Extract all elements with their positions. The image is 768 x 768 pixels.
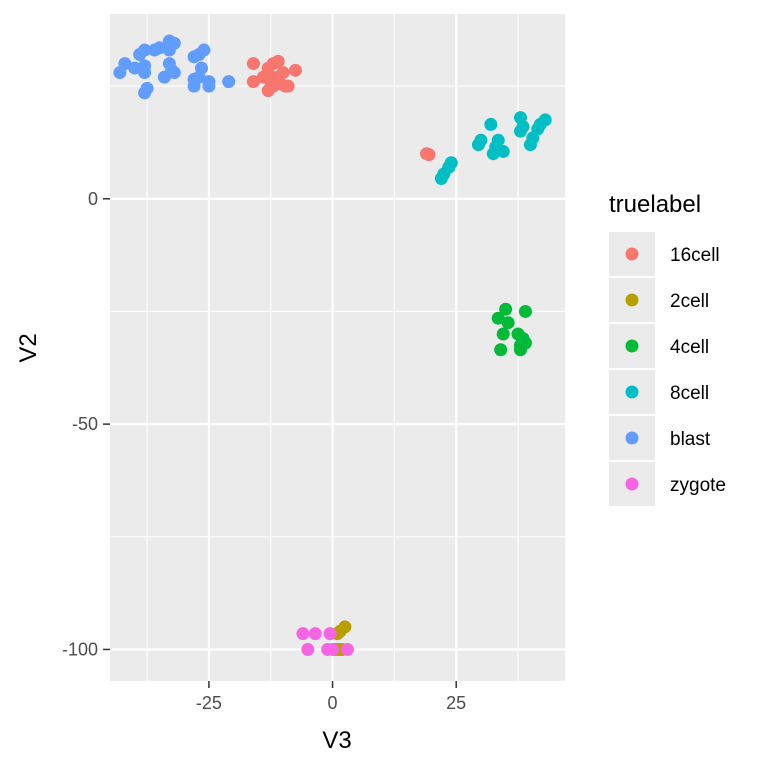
legend-label: zygote bbox=[670, 475, 726, 496]
point-4cell bbox=[494, 343, 508, 357]
point-blast bbox=[167, 66, 181, 80]
point-zygote bbox=[340, 642, 354, 656]
y-tick-labels: -100 -50 0 bbox=[62, 189, 98, 660]
point-16cell bbox=[288, 63, 302, 77]
point-16cell bbox=[271, 54, 285, 68]
point-blast bbox=[138, 66, 152, 80]
point-blast bbox=[202, 79, 216, 93]
legend-label: 16cell bbox=[670, 245, 720, 266]
point-16cell bbox=[246, 75, 260, 89]
legend-item-8cell: 8cell bbox=[609, 370, 709, 414]
point-4cell bbox=[518, 304, 532, 318]
legend-label: blast bbox=[670, 429, 711, 450]
point-blast bbox=[128, 61, 142, 75]
legend-label: 2cell bbox=[670, 291, 709, 312]
legend-title: truelabel bbox=[609, 191, 701, 218]
legend-item-2cell: 2cell bbox=[609, 278, 709, 322]
legend-label: 4cell bbox=[670, 337, 709, 358]
legend-swatch bbox=[625, 293, 639, 307]
point-8cell bbox=[513, 124, 527, 138]
axis-ticks bbox=[103, 198, 457, 688]
point-blast bbox=[162, 43, 176, 57]
point-blast bbox=[187, 79, 201, 93]
point-blast bbox=[133, 48, 147, 62]
legend-item-blast: blast bbox=[609, 416, 711, 460]
point-4cell bbox=[513, 343, 527, 357]
point-16cell bbox=[246, 57, 260, 71]
y-axis-title: V2 bbox=[15, 333, 42, 362]
point-zygote bbox=[301, 642, 315, 656]
point-8cell bbox=[471, 138, 485, 152]
x-tick-labels: -25 0 25 bbox=[196, 693, 466, 713]
point-4cell bbox=[499, 302, 513, 316]
point-blast bbox=[187, 50, 201, 64]
point-zygote bbox=[308, 627, 322, 641]
legend-item-4cell: 4cell bbox=[609, 324, 709, 368]
point-16cell bbox=[281, 79, 295, 93]
point-16cell bbox=[422, 148, 436, 162]
x-tick-label: -25 bbox=[196, 693, 222, 713]
x-tick-label: 25 bbox=[446, 693, 466, 713]
y-tick-label: -50 bbox=[72, 414, 98, 434]
legend-swatch bbox=[625, 431, 639, 445]
x-axis-title: V3 bbox=[322, 727, 351, 754]
y-tick-label: 0 bbox=[88, 189, 98, 209]
point-zygote bbox=[296, 627, 310, 641]
point-4cell bbox=[491, 311, 505, 325]
legend-item-zygote: zygote bbox=[609, 462, 726, 506]
legend: 16cell 2cell 4cell 8cell blast zygote bbox=[609, 232, 726, 506]
x-tick-label: 0 bbox=[328, 693, 338, 713]
legend-swatch bbox=[625, 385, 639, 399]
point-zygote bbox=[326, 642, 340, 656]
point-4cell bbox=[496, 327, 510, 341]
point-8cell bbox=[484, 117, 498, 131]
point-8cell bbox=[434, 171, 448, 185]
point-blast bbox=[148, 43, 162, 57]
data-points bbox=[113, 34, 552, 656]
point-zygote bbox=[323, 627, 337, 641]
point-4cell bbox=[501, 316, 515, 330]
legend-label: 8cell bbox=[670, 383, 709, 404]
y-tick-label: -100 bbox=[62, 639, 98, 659]
point-16cell bbox=[266, 79, 280, 93]
point-8cell bbox=[523, 138, 537, 152]
legend-swatch bbox=[625, 247, 639, 261]
point-8cell bbox=[496, 144, 510, 158]
legend-item-16cell: 16cell bbox=[609, 232, 720, 276]
point-blast bbox=[157, 70, 171, 84]
point-blast bbox=[113, 66, 127, 80]
legend-swatch bbox=[625, 477, 639, 491]
point-blast bbox=[138, 86, 152, 100]
legend-swatch bbox=[625, 339, 639, 353]
point-8cell bbox=[486, 147, 500, 161]
point-blast bbox=[222, 75, 236, 89]
